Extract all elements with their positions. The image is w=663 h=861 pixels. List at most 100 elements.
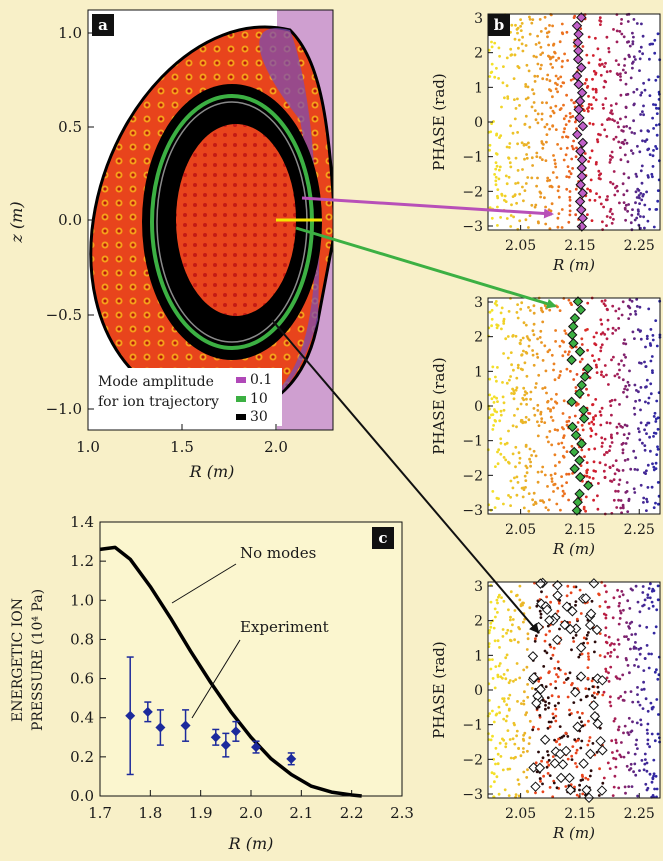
phase-particle <box>614 309 618 313</box>
phase-particle <box>538 18 542 21</box>
phase-particle <box>563 350 567 354</box>
phase-particle <box>500 194 504 197</box>
phase-particle <box>622 35 626 39</box>
phase-particle <box>622 125 626 129</box>
phase-particle <box>496 400 499 403</box>
phase-particle <box>549 657 553 660</box>
phase-particle <box>490 45 494 49</box>
phase-particle <box>554 104 558 108</box>
phase-particle <box>640 198 644 202</box>
phase-particle <box>495 410 499 414</box>
a-ytick-4: −0.5 <box>46 306 82 324</box>
phase-particle <box>613 119 616 123</box>
phase-particle <box>598 16 602 20</box>
phase-particle <box>648 207 651 211</box>
phase-particle <box>504 719 508 723</box>
phase-particle <box>605 215 609 218</box>
phase-particle <box>491 428 495 431</box>
phase-particle <box>513 476 516 480</box>
phase-particle <box>645 497 648 501</box>
phase-particle <box>584 509 587 513</box>
trajectory-diamond-marker <box>576 62 587 73</box>
phase-particle <box>554 686 558 690</box>
phase-particle <box>561 454 565 458</box>
phase-particle <box>627 40 630 44</box>
phase-particle <box>510 392 513 395</box>
phase-particle <box>567 298 571 302</box>
phase-particle <box>520 141 524 145</box>
phase-particle <box>565 472 568 476</box>
phase-particle <box>614 741 618 745</box>
phase-particle <box>505 84 509 88</box>
phase-particle <box>556 486 560 490</box>
trajectory-diamond-marker <box>577 120 589 132</box>
phase-particle <box>562 340 565 344</box>
phase-particle <box>623 690 627 694</box>
phase-particle <box>516 700 519 703</box>
phase-particle <box>645 334 649 338</box>
trajectory-diamond-marker <box>572 129 583 140</box>
phase-particle <box>549 415 553 419</box>
phase-particle <box>518 676 522 680</box>
phase-particle <box>587 94 590 98</box>
phase-particle <box>591 694 594 698</box>
phase-particle <box>609 665 613 669</box>
phase-particle <box>625 621 628 624</box>
phase-particle <box>520 419 524 422</box>
phase-particle <box>612 756 615 760</box>
phase-particle <box>588 736 592 739</box>
phase-particle <box>606 651 610 655</box>
phase-particle <box>636 747 639 750</box>
phase-particle <box>574 187 578 191</box>
phase-particle <box>628 607 632 610</box>
phase-particle <box>527 742 531 745</box>
phase-particle <box>515 386 519 390</box>
phase-ytick-label: 3 <box>474 11 483 27</box>
phase-particle <box>603 299 607 302</box>
phase-particle <box>627 751 630 755</box>
phase-particle <box>635 88 639 91</box>
phase-particle <box>558 599 562 602</box>
phase-particle <box>563 127 566 131</box>
phase-particle <box>643 752 647 756</box>
phase-particle <box>581 428 585 432</box>
phase-particle <box>653 38 657 42</box>
phase-particle <box>512 77 516 80</box>
phase-particle <box>541 387 545 390</box>
phase-particle <box>504 745 508 749</box>
phase-particle <box>651 371 654 374</box>
phase-xtick-label: 2.05 <box>505 238 536 254</box>
annotation-experiment: Experiment <box>240 618 329 636</box>
phase-particle <box>652 435 655 438</box>
phase-particle <box>614 489 617 493</box>
phase-particle <box>630 149 633 153</box>
phase-particle <box>655 112 659 115</box>
phase-particle <box>632 487 636 491</box>
phase-particle <box>507 681 511 685</box>
phase-particle <box>557 195 561 199</box>
phase-particle <box>524 44 528 47</box>
phase-particle <box>623 785 627 789</box>
trajectory-diamond-marker <box>581 784 592 796</box>
phase-particle <box>620 590 624 593</box>
phase-particle <box>611 332 615 335</box>
phase-particle <box>557 601 561 605</box>
phase-particle <box>592 335 596 339</box>
phase-particle <box>610 358 613 362</box>
phase-particle <box>656 75 660 79</box>
phase-particle <box>492 757 496 761</box>
phase-particle <box>524 85 528 88</box>
phase-particle <box>617 125 620 129</box>
phase-particle <box>518 584 522 588</box>
trajectory-diamond-marker <box>560 745 572 757</box>
phase-particle <box>579 698 583 702</box>
phase-particle <box>626 160 630 164</box>
phase-particle <box>633 383 637 387</box>
phase-particle <box>549 645 553 649</box>
phase-particle <box>604 626 608 630</box>
phase-particle <box>604 600 607 604</box>
phase-particle <box>507 494 510 497</box>
phase-particle <box>514 334 518 338</box>
phase-particle <box>591 87 595 91</box>
phase-particle <box>571 472 574 475</box>
